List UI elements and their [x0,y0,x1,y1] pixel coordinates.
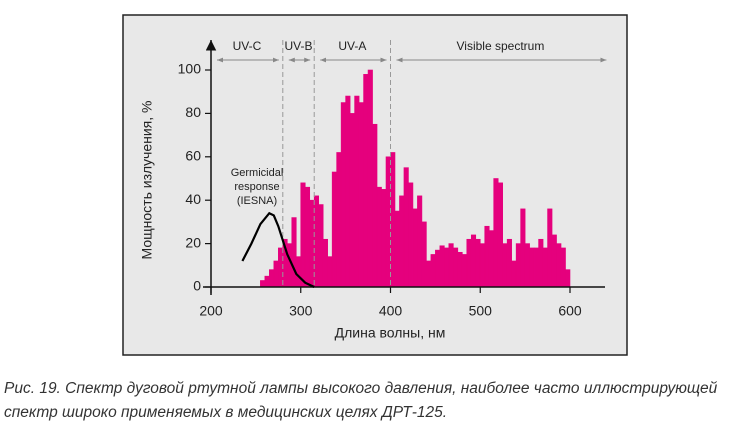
bar [385,156,391,288]
bar [291,217,297,288]
y-tick-label: 0 [193,278,201,294]
bar [349,113,355,288]
x-tick-label: 600 [558,303,582,319]
bar [273,260,279,288]
caption: Рис. 19. Спектр дуговой ртутной лампы вы… [4,377,717,425]
bar [556,243,562,288]
bar [453,247,459,288]
bar [363,74,369,288]
bar [381,189,387,288]
bar [515,243,521,288]
bar [560,247,566,288]
bar [367,69,373,288]
bar [260,280,266,288]
bar [340,102,346,288]
region-label: UV-C [233,39,262,53]
bar [399,195,405,288]
germicidal-curve [241,211,315,288]
bar [417,195,423,288]
bar [488,230,495,288]
bar [318,204,324,288]
x-tick-label: 200 [199,303,223,319]
bar [565,269,571,288]
bar [439,245,445,288]
y-axis-label: Мощность излучения, % [139,101,155,260]
bar [475,238,481,288]
bar [529,247,535,288]
bar [403,167,409,288]
annotation: Germicidal [231,167,284,179]
bar [479,243,486,288]
bar [269,269,275,288]
bar [295,256,302,288]
bar [511,260,517,288]
x-axis-label: Длина волны, нм [335,325,446,341]
bar [264,275,270,288]
bar [278,247,284,288]
bar [327,256,333,288]
bar [345,95,351,288]
bar [358,102,364,288]
bar [448,243,454,288]
bar [372,123,378,288]
bar [538,238,544,288]
bar [533,247,539,288]
x-tick-label: 400 [379,303,403,319]
bar [331,171,337,288]
y-tick-label: 60 [185,148,201,164]
bar [470,234,477,288]
bar [354,95,360,288]
bar [430,254,436,288]
bar [412,208,418,288]
caption-line: спектр широко применяемых в медицинских … [4,404,448,421]
bar [466,238,472,288]
bar [421,221,427,288]
bar [497,182,503,288]
region-label: UV-A [338,39,366,53]
x-tick-label: 500 [469,303,493,319]
bar [304,186,311,288]
annotation: response [234,181,279,193]
bar [520,208,526,288]
x-tick-label: 300 [289,303,313,319]
bar [336,152,342,288]
y-tick-label: 20 [185,234,201,250]
annotation: (IESNA) [237,195,277,207]
bar [484,225,490,288]
region-label: Visible spectrum [457,39,545,53]
bar [313,195,319,288]
bar [461,254,468,288]
bar [300,182,306,288]
region-label: UV-B [284,39,312,53]
bar [435,249,441,288]
bar [506,238,512,288]
bar [493,178,499,288]
caption-line: Рис. 19. Спектр дуговой ртутной лампы вы… [4,380,718,397]
bar [322,238,328,288]
bar [542,247,548,288]
bar [457,251,463,288]
y-tick-label: 40 [185,191,201,207]
bar [551,234,557,288]
bar [502,243,508,288]
bar [444,247,450,288]
chart: Мощность излучения, % Длина волны, нм UV… [122,14,628,356]
bar [426,260,432,288]
y-tick-label: 100 [178,61,202,77]
bar [390,152,396,288]
bar [408,182,414,288]
bar [394,210,400,288]
bar [309,199,315,288]
bar [376,186,382,288]
bar [524,243,530,288]
y-tick-label: 80 [185,104,201,120]
bar [547,208,553,288]
